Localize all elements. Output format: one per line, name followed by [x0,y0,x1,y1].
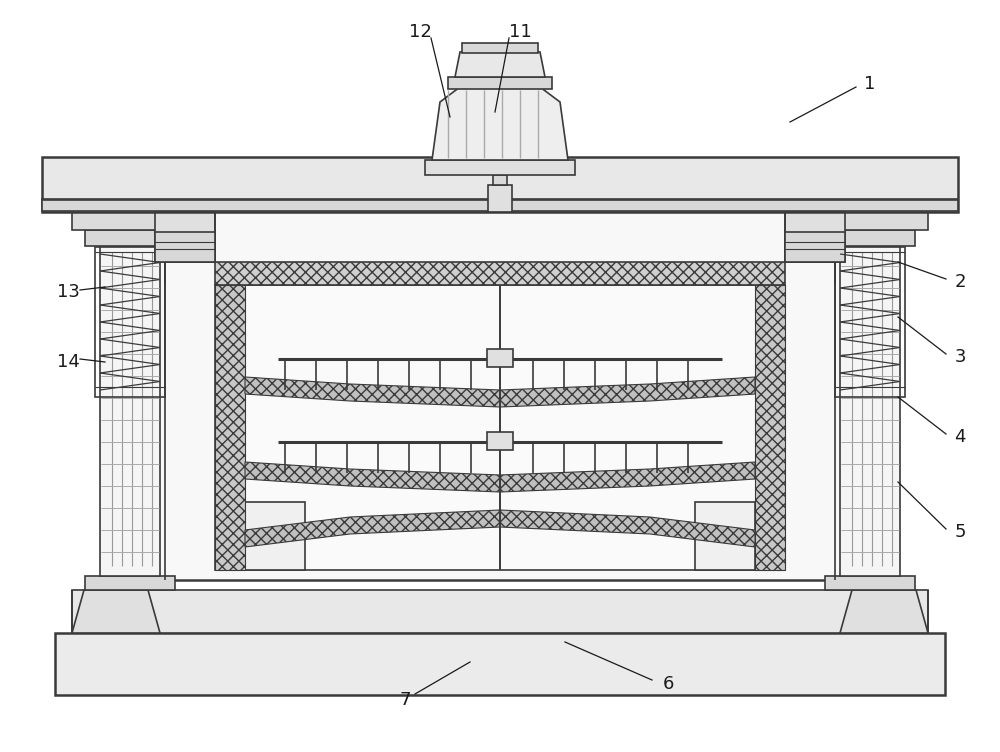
Bar [462,43,538,53]
Polygon shape [245,502,305,570]
Bar [155,205,845,580]
Text: 11: 11 [509,23,531,41]
Bar [55,633,945,695]
Bar [487,349,513,367]
Bar [100,246,160,576]
Text: 7: 7 [399,691,411,709]
Bar [85,230,175,246]
Bar [840,246,900,576]
Polygon shape [840,207,928,230]
Bar [95,247,165,397]
Bar [835,247,905,397]
Bar [825,230,915,246]
Text: 6: 6 [662,675,674,693]
Polygon shape [72,207,160,230]
Text: 3: 3 [954,348,966,366]
Polygon shape [215,262,785,285]
Text: 1: 1 [864,75,876,93]
Bar [85,576,175,590]
Polygon shape [432,87,568,160]
Bar [488,185,512,212]
Text: 5: 5 [954,523,966,541]
Bar [493,175,507,185]
Bar [42,199,958,211]
Text: 13: 13 [57,283,79,301]
Bar [425,160,575,175]
Polygon shape [455,52,545,77]
Polygon shape [245,510,755,547]
Text: 12: 12 [409,23,431,41]
Bar [215,285,785,570]
Polygon shape [785,212,845,262]
Polygon shape [245,377,755,407]
Text: 14: 14 [57,353,79,371]
Polygon shape [155,212,215,262]
Polygon shape [245,462,755,492]
Text: 2: 2 [954,273,966,291]
Bar [825,576,915,590]
Bar [42,157,958,212]
Bar [72,590,928,633]
Bar [448,77,552,89]
Polygon shape [215,285,245,570]
Text: 4: 4 [954,428,966,446]
Polygon shape [72,590,160,633]
Bar [785,232,845,262]
Polygon shape [840,590,928,633]
Polygon shape [755,285,785,570]
Bar [487,432,513,450]
Bar [155,232,215,262]
Polygon shape [695,502,755,570]
